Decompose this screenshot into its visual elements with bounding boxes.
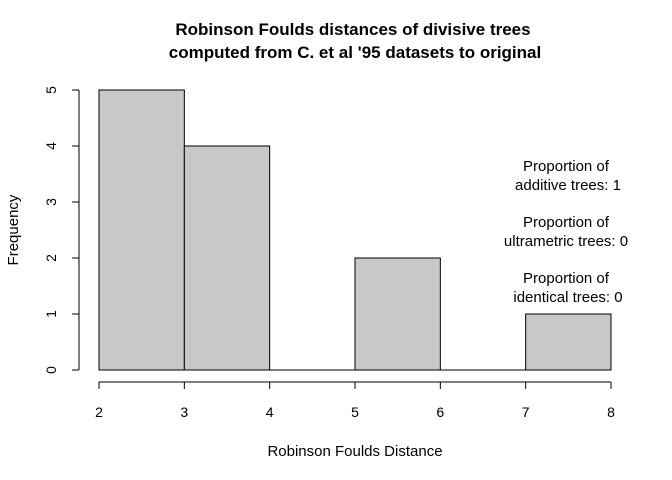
y-axis-label: Frequency [5, 194, 22, 265]
x-axis-label: Robinson Foulds Distance [267, 443, 442, 460]
annotation-identical-line1: Proportion of [523, 270, 610, 287]
chart-subtitle: computed from C. et al '95 datasets to o… [169, 43, 541, 62]
y-tick-label-2: 2 [43, 254, 59, 262]
x-axis: 2 3 4 5 6 7 8 [95, 381, 615, 420]
histogram-bar-1 [183, 145, 271, 371]
y-tick-label-3: 3 [43, 198, 59, 206]
x-tick-label-0: 2 [95, 404, 103, 420]
annotation-ultrametric-line1: Proportion of [523, 214, 610, 231]
histogram-bar-0 [98, 89, 185, 371]
x-tick-label-6: 8 [607, 404, 615, 420]
chart-title: Robinson Foulds distances of divisive tr… [175, 20, 530, 39]
y-axis: 0 1 2 3 4 5 [43, 86, 80, 374]
x-tick-label-1: 3 [180, 404, 188, 420]
annotation-ultrametric-line2: ultrametric trees: 0 [504, 233, 628, 250]
x-tick-label-4: 6 [436, 404, 444, 420]
histogram-bar-5 [525, 313, 612, 371]
x-tick-label-3: 5 [351, 404, 359, 420]
histogram-bar-3 [354, 257, 441, 371]
y-tick-label-0: 0 [43, 366, 59, 374]
x-tick-label-2: 4 [266, 404, 274, 420]
y-tick-label-5: 5 [43, 86, 59, 94]
y-tick-label-1: 1 [43, 310, 59, 318]
bars-group [98, 89, 612, 371]
annotation-additive-line1: Proportion of [523, 158, 610, 175]
annotation-additive-line2: additive trees: 1 [515, 177, 621, 194]
annotation-identical-line2: identical trees: 0 [513, 289, 622, 306]
y-tick-label-4: 4 [43, 142, 59, 150]
x-tick-label-5: 7 [522, 404, 530, 420]
